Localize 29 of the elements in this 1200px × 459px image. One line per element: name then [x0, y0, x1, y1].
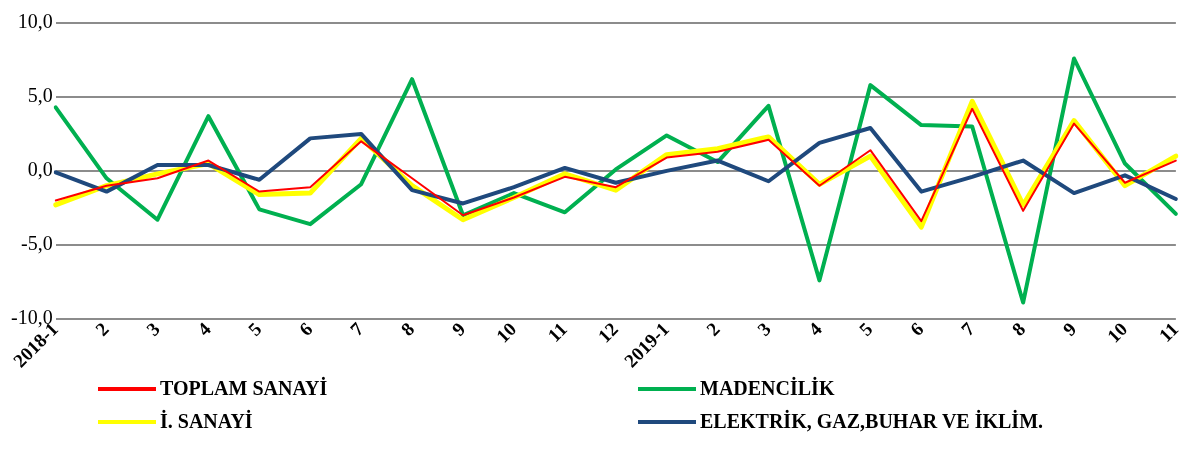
x-tick-label: 8	[1007, 318, 1030, 340]
x-tick-label: 11	[1154, 318, 1183, 346]
x-tick-label: 3	[142, 318, 164, 340]
x-tick-label: 7	[345, 317, 368, 340]
x-tick-label: 8	[396, 318, 419, 340]
x-tick-label: 9	[447, 318, 470, 340]
x-tick-label: 2	[91, 318, 113, 340]
y-tick-label: 10,0	[17, 10, 53, 33]
x-tick-label: 2	[702, 318, 724, 340]
x-tick-label: 6	[906, 318, 928, 340]
x-tick-label: 10	[1102, 318, 1132, 347]
x-tick-label: 12	[593, 318, 623, 347]
legend-label: ELEKTRİK, GAZ,BUHAR VE İKLİM.	[700, 410, 1044, 433]
legend-label: İ. SANAYİ	[160, 410, 253, 433]
y-tick-label: 5,0	[27, 84, 53, 107]
legend-label: MADENCİLİK	[700, 377, 835, 400]
x-tick-label: 9	[1058, 318, 1081, 340]
x-tick-label: 6	[294, 318, 317, 340]
legend-label: TOPLAM SANAYİ	[160, 377, 328, 400]
x-tick-label: 5	[855, 318, 877, 340]
x-tick-label: 7	[956, 317, 979, 340]
x-tick-label: 11	[543, 318, 572, 346]
x-tick-label: 10	[491, 318, 521, 347]
x-tick-label: 5	[244, 318, 266, 340]
x-tick-label: 4	[193, 317, 216, 340]
x-tick-label: 3	[753, 318, 775, 340]
y-tick-label: -5,0	[20, 232, 53, 255]
x-tick-label: 4	[804, 317, 827, 340]
y-tick-label: 0,0	[27, 158, 53, 181]
